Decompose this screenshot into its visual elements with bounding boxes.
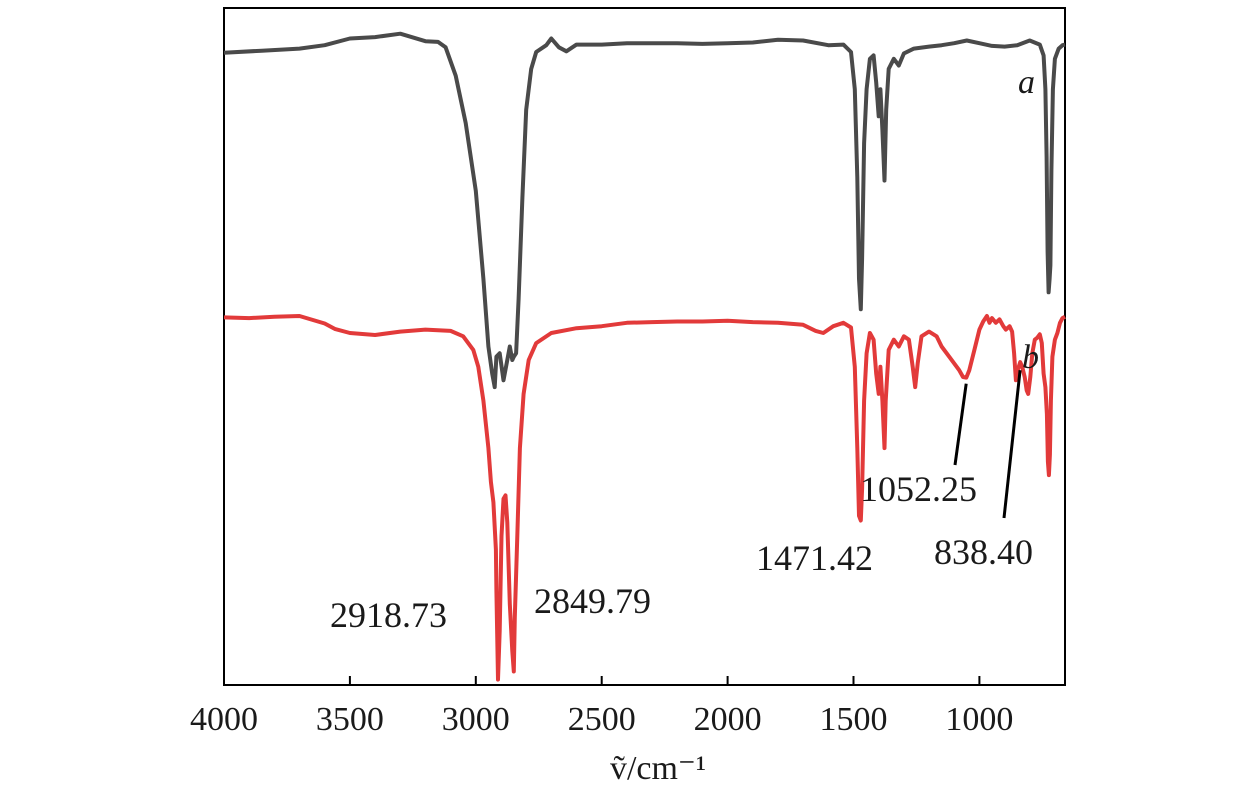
peak-label-838: 838.40 — [934, 532, 1033, 572]
peak-label-1471: 1471.42 — [756, 538, 873, 578]
peak-label-2918: 2918.73 — [330, 595, 447, 635]
x-tick-label-2500: 2500 — [568, 701, 636, 738]
series-label-b: b — [1022, 339, 1039, 376]
x-tick-label-1500: 1500 — [820, 701, 888, 738]
x-tick-label-4000: 4000 — [190, 701, 258, 738]
plot-frame — [223, 7, 1066, 686]
series-layer — [223, 31, 1066, 682]
peak-label-1052: 1052.25 — [860, 469, 977, 509]
x-axis-title: ṽ/cm⁻¹ — [610, 750, 706, 787]
annotation-leaders — [953, 370, 1022, 519]
x-axis-ticks: 4000 3500 3000 2500 2000 1500 1000 — [190, 676, 1013, 738]
x-tick-label-1000: 1000 — [945, 701, 1013, 738]
peak-label-2849: 2849.79 — [534, 581, 651, 621]
series-label-a: a — [1018, 64, 1035, 101]
series-line-b — [223, 314, 1066, 682]
leader-1052 — [953, 383, 968, 466]
x-tick-label-3500: 3500 — [316, 701, 384, 738]
x-tick-label-2000: 2000 — [694, 701, 762, 738]
series-line-a — [223, 31, 1066, 390]
leader-838 — [1002, 370, 1022, 519]
x-tick-label-3000: 3000 — [442, 701, 510, 738]
